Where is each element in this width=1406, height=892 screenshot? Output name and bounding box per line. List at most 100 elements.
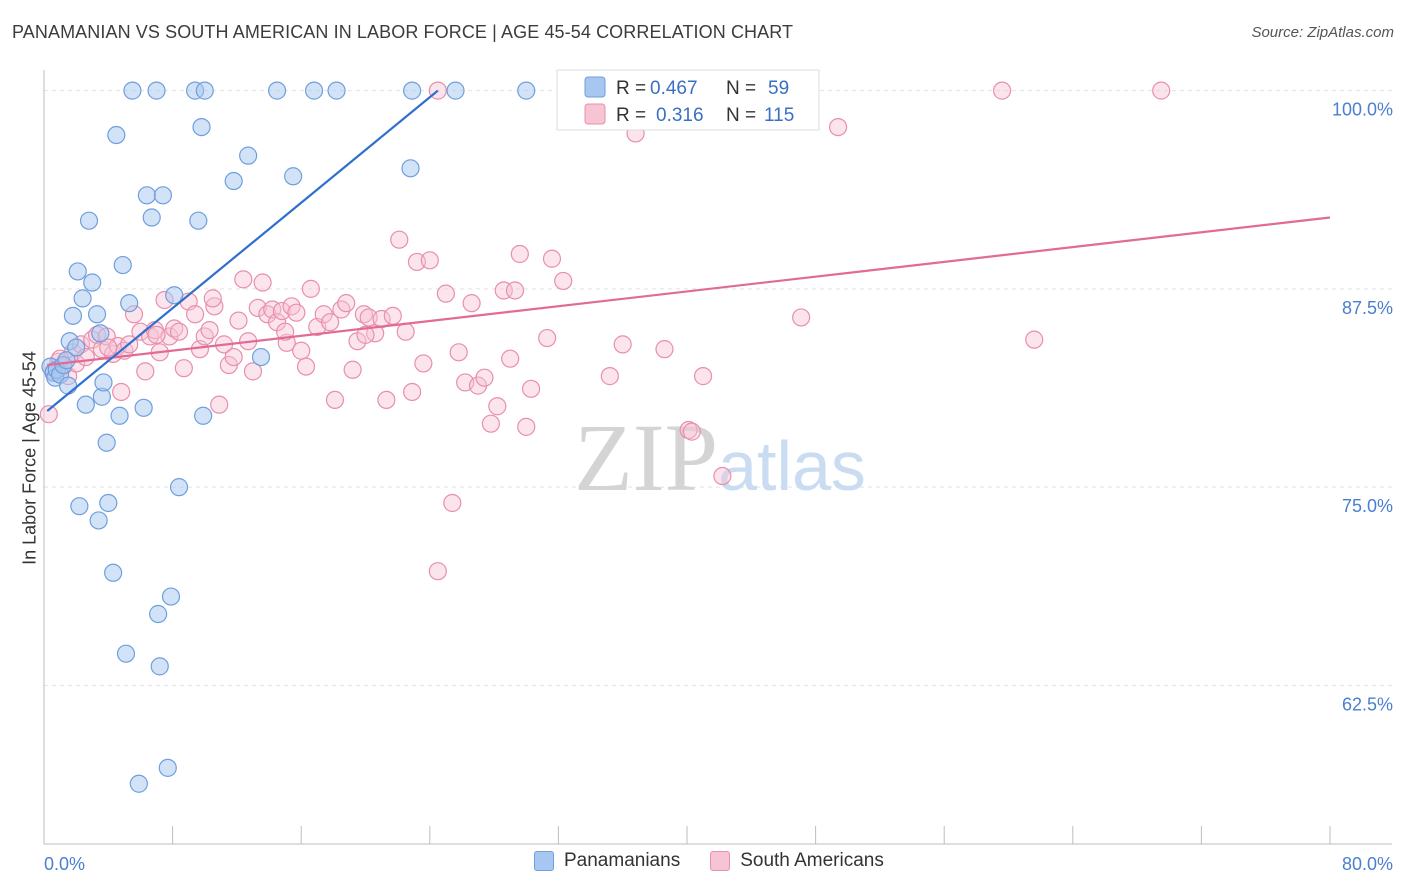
south-american-point [99,338,118,357]
gridlines [44,90,1392,686]
south-american-point [112,382,131,402]
legend-r-value-blue: 0.467 [650,78,698,99]
south-american-point [655,340,674,359]
swatch-south-americans [710,851,731,871]
south-american-point [292,341,311,360]
south-american-point [713,466,732,486]
south-americans-trend-line [47,216,1331,367]
south-american-point [443,493,462,513]
south-american-point [501,349,520,368]
south-american-point [224,347,243,367]
legend-n-value-pink: 115 [764,105,794,126]
panamanian-point [195,81,214,100]
legend-item-south-americans: South Americans [710,850,884,872]
south-american-point [693,367,713,386]
south-american-point [203,289,222,308]
south-american-point [517,417,536,436]
panamanian-point [194,406,213,425]
south-american-point [488,397,507,416]
south-american-point [554,271,573,291]
south-american-point [301,279,320,298]
legend-r-value-pink: 0.316 [656,105,704,126]
panamanian-point [134,398,153,417]
south-american-point [420,251,439,270]
panamanian-point [91,324,110,343]
south-american-point [521,379,541,398]
panamanian-point [76,395,95,414]
south-american-point [136,362,155,381]
south-american-point [165,319,184,338]
panamanian-point [189,211,208,230]
south-american-point [390,230,409,249]
panamanian-point [192,117,211,137]
south-american-point [613,335,632,354]
panamanian-point [113,255,132,275]
south-american-point [475,368,494,387]
y-tick-label: 75.0% [1342,496,1393,516]
panamanian-point [284,167,303,186]
swatch-panamanians [534,851,554,871]
south-american-point [356,325,375,344]
panamanian-point [83,273,102,292]
south-american-point [253,273,272,292]
panamanian-point [97,433,116,452]
south-american-point [510,244,529,264]
panamanian-point [73,289,92,308]
south-american-point [505,281,525,300]
south-american-point [992,81,1012,100]
south-american-point [169,322,189,341]
panamanian-point [517,81,536,100]
panamanian-point [327,81,346,100]
legend-r-label-pink: R = [616,105,646,126]
panamanian-point [94,373,113,392]
south-american-point [449,343,468,362]
panamanian-point [147,81,166,100]
panamanian-point [68,262,87,281]
panamanian-point [153,186,173,205]
panamanian-point [129,774,148,793]
y-tick-labels: 100.0% 87.5% 75.0% 62.5% [1332,100,1393,715]
south-american-point [321,313,340,332]
panamanian-point [123,81,142,100]
panamanian-point [87,305,107,324]
x-tick-label-min: 0.0% [44,854,85,874]
legend-r-label-blue: R = [616,78,646,99]
south-american-point [481,414,500,433]
chart-title: PANAMANIAN VS SOUTH AMERICAN IN LABOR FO… [12,22,794,42]
south-american-point [538,328,557,348]
y-tick-label: 62.5% [1342,694,1393,714]
stats-legend: R = 0.467 N = 59 R = 0.316 N = 115 [556,69,820,131]
south-american-point [287,303,306,322]
south-american-point [39,405,58,424]
x-tick-labels: 0.0% 80.0% [44,854,1393,874]
south-american-point [174,359,193,378]
south-american-point [147,325,166,344]
panamanian-point [446,81,465,100]
panamanian-point [401,159,420,178]
panamanian-point [158,758,177,777]
legend-n-label-blue: N = [726,78,756,99]
panamanian-point [165,286,184,305]
trend-lines [46,89,1331,412]
south-american-point [1025,330,1044,349]
panamanian-point [403,81,422,100]
south-american-point [462,294,481,313]
panamanian-point [169,478,189,497]
panamanians-trend-line [46,89,439,412]
south-american-point [403,382,422,402]
south-american-point [396,322,415,341]
panamanian-point [137,186,156,205]
panamanian-point [150,657,169,676]
legend-n-value-blue: 59 [768,78,789,99]
y-tick-label: 100.0% [1332,100,1393,120]
panamanian-point [104,563,123,582]
x-tick-label-max: 80.0% [1342,854,1393,874]
legend-n-label-pink: N = [726,105,756,126]
south-american-point [542,249,562,268]
panamanian-point [161,587,181,606]
panamanian-point [304,81,324,100]
series-south-americans [39,81,1171,581]
panamanian-point [89,511,108,530]
panamanian-point [149,604,168,624]
